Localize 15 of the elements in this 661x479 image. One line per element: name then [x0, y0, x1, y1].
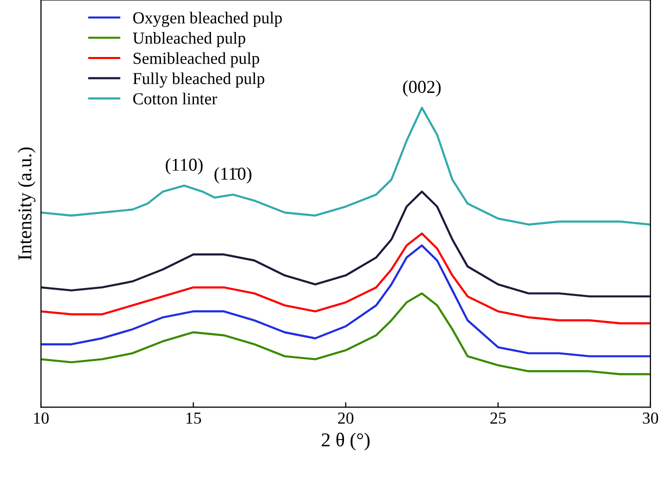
y-axis-title: Intensity (a.u.): [18, 147, 36, 260]
annotation: (11̄0): [214, 167, 252, 184]
legend-label: Unbleached pulp: [132, 32, 246, 48]
x-axis-title: 2 θ (°): [322, 432, 370, 450]
x-tick-label: 20: [338, 412, 354, 424]
annotation: (110): [166, 158, 203, 174]
x-tick-label: 10: [34, 412, 49, 424]
legend-label: Semibleached pulp: [134, 52, 260, 68]
x-tick-label: 30: [642, 412, 658, 424]
legend-label: Fully bleached pulp: [133, 72, 264, 88]
legend-label: Cotton linter: [133, 92, 218, 104]
annotation: (002): [403, 80, 441, 97]
x-tick-label: 15: [186, 412, 202, 424]
x-tick-label: 25: [490, 412, 506, 424]
legend-label: Oxygen bleached pulp: [133, 12, 282, 27]
